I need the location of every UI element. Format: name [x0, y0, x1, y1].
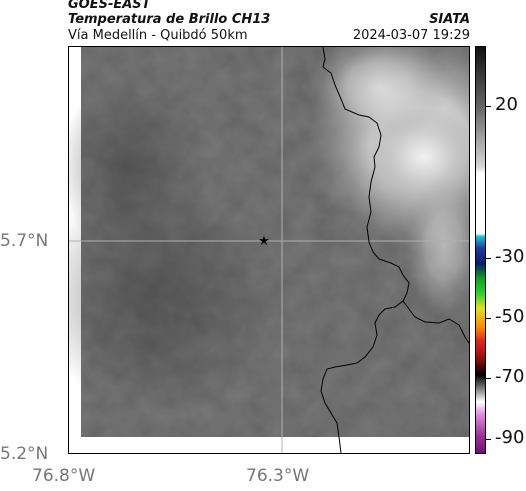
colorbar-tick-label: -50: [495, 306, 525, 327]
colorbar-tick-label: -90: [495, 426, 525, 448]
star-icon[interactable]: ★: [258, 234, 270, 249]
satellite-map[interactable]: ★: [68, 46, 470, 454]
temperature-colorbar: [475, 46, 486, 454]
colorbar-tick-label: -30: [495, 245, 525, 267]
colorbar-tick: [486, 378, 491, 380]
region-subtitle: Vía Medellín - Quibdó 50km: [68, 28, 248, 43]
department-border: [320, 47, 410, 453]
cloud-e: [404, 177, 469, 317]
colorbar-tick: [486, 106, 491, 108]
satellite-title: GOES-EAST: [68, 0, 151, 12]
agency-label: SIATA: [429, 12, 470, 27]
colorbar-tick: [486, 318, 491, 319]
colorbar-tick: [486, 438, 491, 440]
lon-label-left: 76.8°W: [32, 466, 96, 486]
lon-label-right: 76.3°W: [246, 466, 310, 486]
product-title: Temperatura de Brillo CH13: [68, 12, 271, 27]
cloud-n: [309, 47, 449, 142]
map-canvas: ★: [69, 47, 469, 453]
lat-label-top: 5.7°N: [0, 231, 49, 251]
colorbar-tick: [486, 257, 491, 259]
colorbar-tick-label: 20: [495, 94, 518, 116]
timestamp-label: 2024-03-07 19:29: [352, 28, 470, 43]
department-border-east: [402, 300, 469, 344]
lat-label-bottom: 5.2°N: [0, 444, 49, 464]
colorbar-tick-label: -70: [495, 366, 525, 388]
